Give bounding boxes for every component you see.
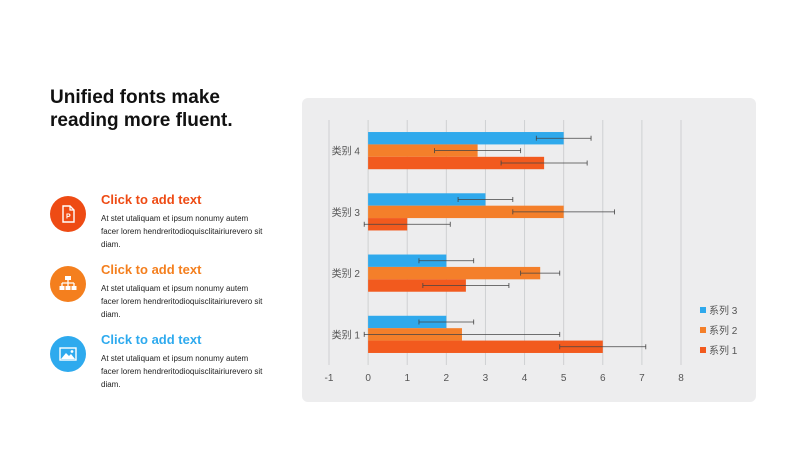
- bar: [368, 132, 564, 145]
- bar: [368, 279, 466, 292]
- item-title[interactable]: Click to add text: [101, 262, 202, 277]
- item-body-line: diam.: [101, 380, 121, 389]
- bar: [368, 340, 603, 353]
- x-tick-label: 0: [365, 373, 371, 384]
- item-body-line: At stet utaliquam et ipsum nonumy autem: [101, 214, 249, 223]
- document-icon: P: [50, 196, 86, 232]
- feature-item-1: P Click to add text At stet utaliquam et…: [50, 192, 290, 262]
- x-tick-label: 4: [522, 373, 528, 384]
- item-body-line: At stet utaliquam et ipsum nonumy autem: [101, 354, 249, 363]
- image-icon: [50, 336, 86, 372]
- item-body-line: diam.: [101, 240, 121, 249]
- bar: [368, 156, 545, 170]
- sitemap-icon: [50, 266, 86, 302]
- headline-line-1: Unified fonts make: [50, 87, 220, 108]
- x-tick-label: 5: [561, 373, 567, 384]
- x-tick-label: 3: [483, 373, 489, 384]
- legend-label: 系列 2: [709, 324, 738, 337]
- bar: [368, 193, 486, 206]
- bar: [368, 205, 564, 219]
- item-title[interactable]: Click to add text: [101, 332, 202, 347]
- category-label: 类别 4: [332, 145, 361, 158]
- legend-swatch: [700, 327, 706, 333]
- item-body-line: facer lorem hendreritodioquisclitairiure…: [101, 367, 263, 376]
- bar: [368, 315, 447, 329]
- page-headline: Unified fonts make reading more fluent.: [50, 86, 290, 132]
- x-tick-label: 7: [639, 373, 645, 384]
- feature-item-2: Click to add text At stet utaliquam et i…: [50, 262, 290, 332]
- item-body: At stet utaliquam et ipsum nonumy autem …: [101, 212, 276, 251]
- svg-text:P: P: [66, 214, 71, 221]
- category-label: 类别 3: [332, 206, 361, 219]
- x-tick-label: 2: [444, 373, 450, 384]
- bar: [368, 144, 478, 157]
- item-body-line: At stet utaliquam et ipsum nonumy autem: [101, 284, 249, 293]
- x-tick-label: 6: [600, 373, 606, 384]
- chart-panel: -1 0 1 2 3 4 5 6 7 8 类别 1 类别 2 类别 3 类别 4 系列 3 系列 2 系列 1: [302, 98, 756, 402]
- item-body-line: diam.: [101, 310, 121, 319]
- item-body: At stet utaliquam et ipsum nonumy autem …: [101, 282, 276, 321]
- bar: [368, 254, 447, 267]
- bar-chart: -1 0 1 2 3 4 5 6 7 8 类别 1 类别 2 类别 3 类别 4 系列 3 系列 2 系列 1: [325, 120, 738, 384]
- category-label: 类别 1: [332, 328, 361, 341]
- legend-label: 系列 3: [709, 304, 738, 317]
- item-title[interactable]: Click to add text: [101, 192, 202, 207]
- item-body: At stet utaliquam et ipsum nonumy autem …: [101, 352, 276, 391]
- item-body-line: facer lorem hendreritodioquisclitairiure…: [101, 227, 263, 236]
- legend-swatch: [700, 347, 706, 353]
- headline-line-2: reading more fluent.: [50, 110, 233, 131]
- bar: [368, 266, 541, 280]
- x-tick-label: 8: [678, 373, 684, 384]
- item-body-line: facer lorem hendreritodioquisclitairiure…: [101, 297, 263, 306]
- feature-item-3: Click to add text At stet utaliquam et i…: [50, 332, 290, 402]
- x-tick-label: 1: [404, 373, 410, 384]
- category-label: 类别 2: [332, 267, 361, 280]
- legend-label: 系列 1: [709, 344, 738, 357]
- x-tick-label: -1: [325, 373, 334, 384]
- legend-swatch: [700, 307, 706, 313]
